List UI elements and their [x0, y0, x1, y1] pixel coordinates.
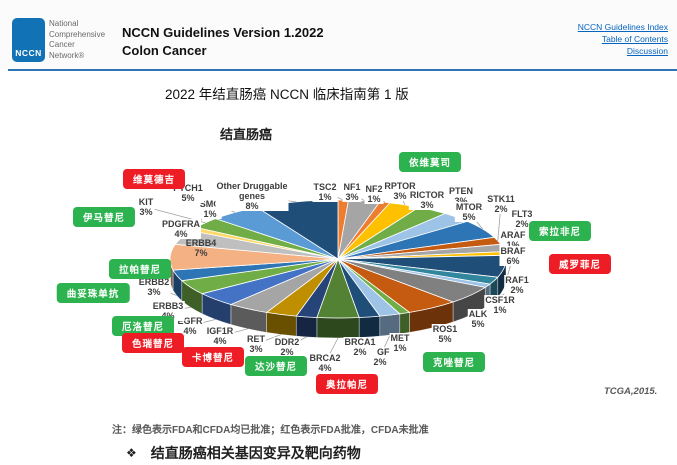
approval-note: 注：绿色表示FDA和CFDA均已批准；红色表示FDA批准，CFDA未批准: [112, 425, 429, 436]
header-divider: [8, 69, 677, 71]
gene-label-igf1r: IGF1R 4%: [205, 326, 235, 346]
gene-label-erbb2: ERBB2 3%: [137, 277, 171, 297]
link-table-of-contents[interactable]: Table of Contents: [601, 34, 668, 44]
header-links: NCCN Guidelines Index Table of Contents …: [578, 21, 668, 57]
org-line: National: [49, 19, 79, 28]
org-line: Network®: [49, 50, 85, 60]
nccn-logo: NCCN: [12, 18, 45, 62]
gene-label-hgf: HGF 2%: [369, 347, 391, 367]
gene-label-rptor: RPTOR 3%: [383, 181, 417, 201]
gene-label-erbb3: ERBB3 4%: [151, 301, 185, 321]
gene-label-ret: RET 3%: [246, 334, 266, 354]
gene-label-raf1: RAF1 2%: [504, 275, 530, 295]
gene-label-nf1: NF1 3%: [342, 182, 362, 202]
source-citation: TCGA,2015.: [604, 386, 658, 397]
footer-text: 结直肠癌相关基因变异及靶向药物: [150, 445, 361, 461]
footer-line: ❖ 结直肠癌相关基因变异及靶向药物: [126, 443, 361, 463]
link-guidelines-index[interactable]: NCCN Guidelines Index: [577, 22, 668, 32]
drug-label-red: 卡博替尼: [181, 347, 245, 367]
gene-label-pdgfra: PDGFRA 4%: [161, 219, 201, 239]
drug-label-green: 伊马替尼: [72, 207, 136, 227]
drug-label-green: 厄洛替尼: [111, 316, 175, 336]
chart-title: 结直肠癌: [220, 127, 273, 142]
gene-label-flt3: FLT3 2%: [510, 209, 534, 229]
drug-label-red: 奥拉帕尼: [315, 374, 379, 394]
page-subtitle: 2022 年结直肠癌 NCCN 临床指南第 1 版: [165, 87, 409, 102]
org-line: Comprehensive: [49, 29, 106, 39]
doc-title-line1: NCCN Guidelines Version 1.2022: [122, 25, 324, 40]
gene-label-nf2: NF2 1%: [364, 184, 384, 204]
gene-label-araf: ARAF 1%: [499, 230, 527, 250]
doc-title: NCCN Guidelines Version 1.2022 Colon Can…: [122, 24, 324, 60]
gene-label-ros1: ROS1 5%: [431, 324, 459, 344]
drug-label-green: 拉帕替尼: [108, 259, 172, 279]
gene-label-smo: SMO 1%: [198, 199, 222, 219]
drug-label-red: 色瑞替尼: [121, 333, 185, 353]
org-line: Cancer: [49, 40, 75, 49]
header: NCCN National Comprehensive Cancer Netwo…: [0, 0, 677, 69]
gene-label-other-druggable-genes: Other Druggable genes 8%: [215, 181, 289, 211]
drug-label-green: 索拉非尼: [528, 221, 592, 241]
drug-label-green: 依维莫司: [398, 152, 462, 172]
gene-label-rictor: RICTOR 3%: [408, 190, 446, 210]
gene-label-brca2: BRCA2 4%: [308, 353, 342, 373]
gene-label-erbb4: ERBB4 7%: [185, 238, 217, 258]
gene-label-egfr: EGFR 4%: [176, 316, 204, 336]
gene-label-mtor: MTOR 5%: [454, 202, 484, 222]
gene-label-kit: KIT 3%: [137, 197, 155, 217]
drug-label-green: 克唑替尼: [422, 352, 486, 372]
gene-label-brca1: BRCA1 2%: [343, 337, 377, 357]
gene-label-ptch1: PTCH1 5%: [172, 183, 204, 203]
drug-label-red: 威罗菲尼: [548, 254, 612, 274]
link-discussion[interactable]: Discussion: [626, 46, 668, 56]
gene-label-ddr2: DDR2 2%: [273, 337, 301, 357]
org-name: National Comprehensive Cancer Network®: [49, 19, 105, 61]
gene-label-pten: PTEN 3%: [447, 186, 475, 206]
doc-title-line2: Colon Cancer: [122, 43, 207, 58]
gene-label-alk: ALK 5%: [467, 309, 489, 329]
diamond-bullet-icon: ❖: [126, 446, 137, 460]
drug-label-green: 达沙替尼: [244, 356, 308, 376]
gene-label-met: MET 1%: [389, 333, 411, 353]
gene-label-stk11: STK11 2%: [486, 194, 516, 214]
gene-label-tsc2: TSC2 1%: [312, 182, 338, 202]
drug-label-green: 曲妥珠单抗: [56, 283, 130, 303]
gene-label-braf: BRAF 6%: [499, 246, 527, 266]
nccn-logo-text: NCCN: [15, 48, 42, 58]
drug-label-red: 维莫德吉: [122, 169, 186, 189]
gene-label-csf1r: CSF1R 1%: [484, 295, 516, 315]
